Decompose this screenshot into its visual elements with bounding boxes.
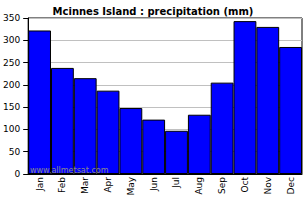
- svg-text:Jul: Jul: [171, 177, 181, 189]
- svg-text:Dec: Dec: [286, 177, 296, 194]
- svg-text:www.allmetsat.com: www.allmetsat.com: [30, 166, 109, 175]
- svg-text:200: 200: [3, 80, 20, 90]
- svg-text:Oct: Oct: [240, 177, 250, 193]
- svg-text:Nov: Nov: [263, 176, 273, 194]
- svg-text:150: 150: [3, 102, 20, 112]
- svg-text:Aug: Aug: [194, 177, 204, 195]
- svg-text:Mcinnes Island : precipitation: Mcinnes Island : precipitation (mm): [53, 6, 254, 17]
- svg-text:350: 350: [3, 13, 20, 23]
- svg-text:50: 50: [9, 147, 21, 157]
- svg-text:Apr: Apr: [103, 177, 113, 193]
- svg-text:100: 100: [3, 124, 20, 134]
- svg-text:250: 250: [3, 58, 20, 68]
- svg-text:300: 300: [3, 35, 20, 45]
- svg-text:May: May: [126, 176, 136, 195]
- svg-text:Jun: Jun: [149, 177, 159, 192]
- svg-text:Mar: Mar: [80, 177, 90, 194]
- svg-text:Sep: Sep: [217, 177, 227, 194]
- svg-text:Feb: Feb: [57, 177, 67, 193]
- svg-text:Jan: Jan: [35, 177, 45, 192]
- svg-text:0: 0: [14, 169, 20, 179]
